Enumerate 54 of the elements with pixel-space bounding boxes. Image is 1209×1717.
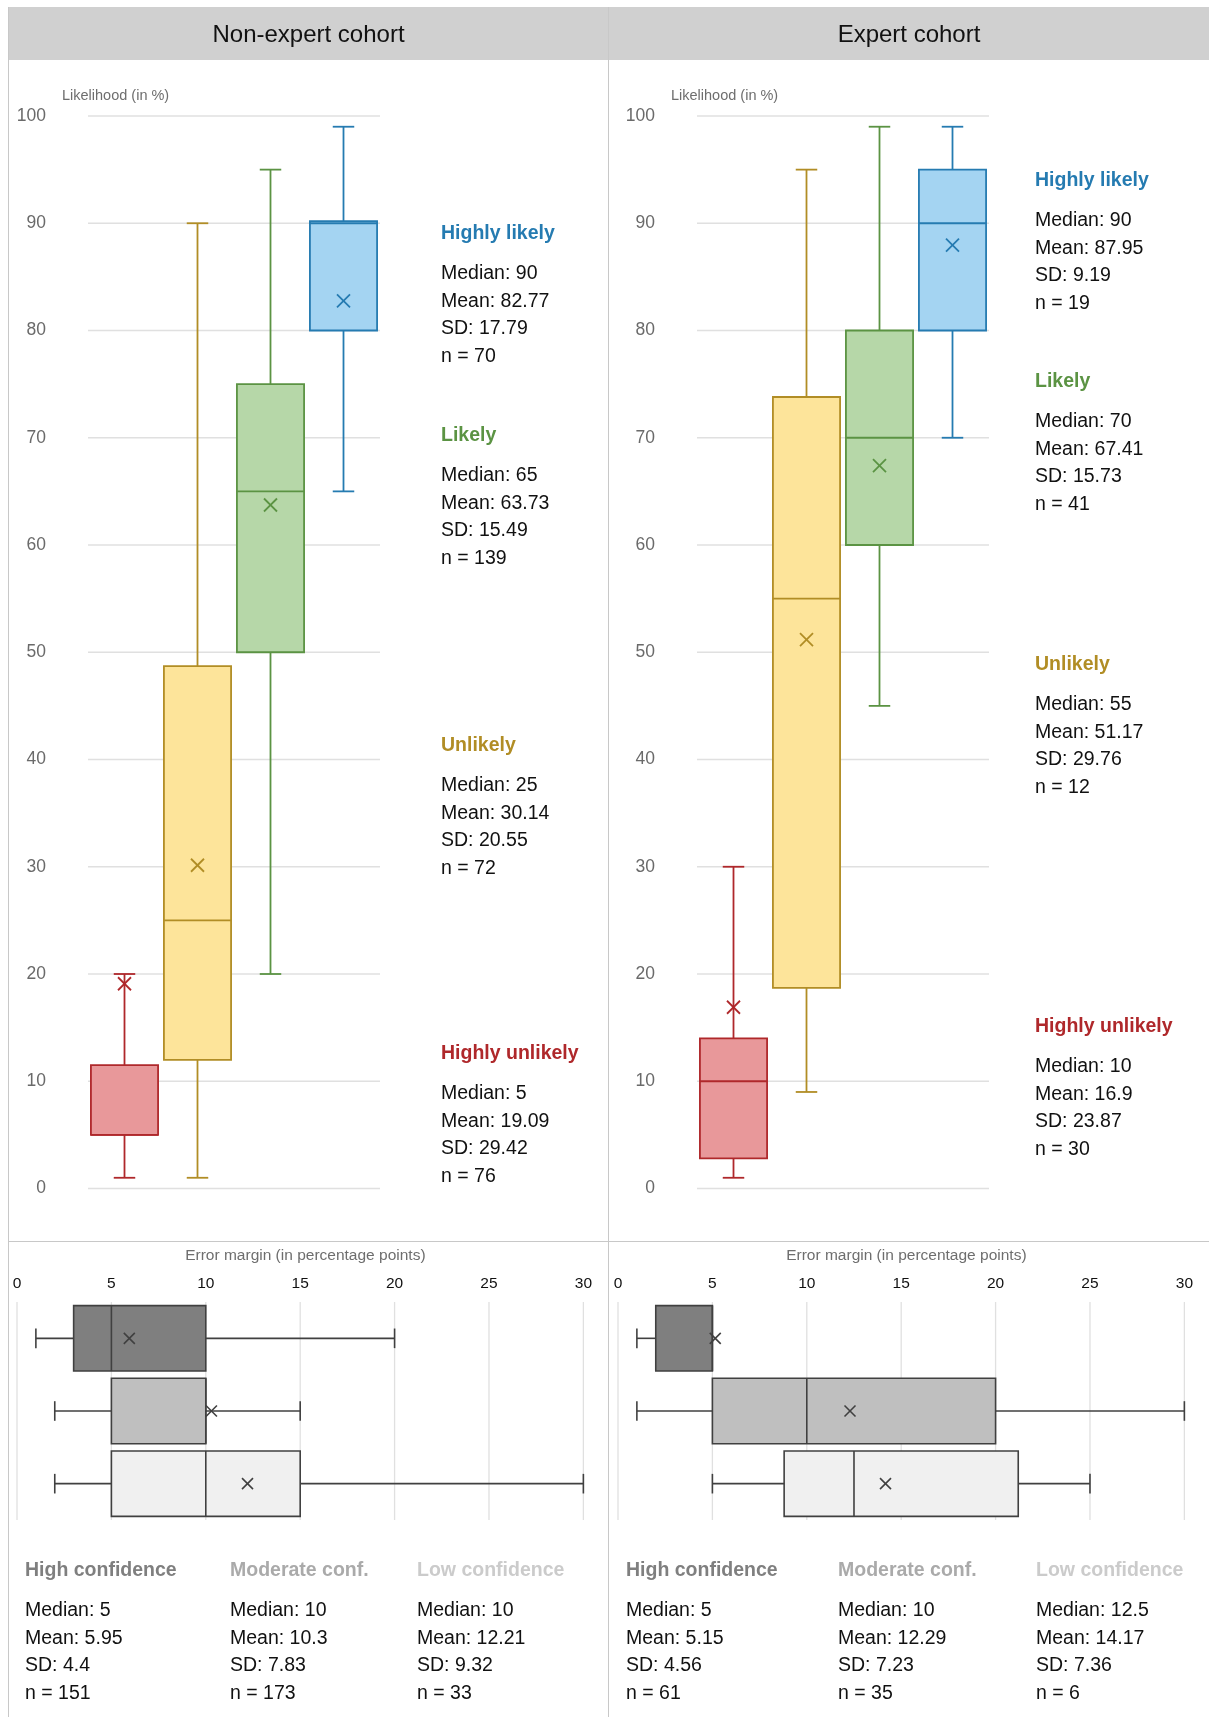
x-tick-label: 20 (385, 1273, 404, 1291)
text: Highly likely Median: 90 Mean: 82.77 SD: 17.79 n = 70 (441, 220, 555, 368)
y-tick-label: 50 (26, 641, 47, 662)
x-tick-label: 20 (986, 1273, 1005, 1291)
y-tick-label: 20 (635, 962, 656, 983)
y-axis-title: Likelihood (in %) (62, 87, 170, 103)
y-tick-label: 60 (26, 533, 47, 554)
x-tick-label: 10 (197, 1273, 215, 1291)
y-tick-label: 60 (635, 533, 656, 554)
text: Unlikely Median: 25 Mean: 30.14 SD: 20.55 n = 72 (441, 732, 550, 880)
y-tick-label: 70 (635, 426, 656, 447)
y-tick-label: 90 (635, 212, 656, 233)
chart-title: Non-expert cohort (9, 7, 608, 60)
y-tick-label: 90 (26, 212, 47, 233)
y-tick-label: 10 (635, 1070, 656, 1091)
text: High confidence Median: 5 Mean: 5.95 SD: 4.4 n = 151 (25, 1557, 177, 1705)
x-tick-label: 5 (107, 1273, 116, 1291)
x-axis-title: Error margin (in percentage points) (185, 1246, 426, 1264)
y-tick-label: 100 (16, 104, 47, 125)
text: Highly unlikely Median: 5 Mean: 19.09 SD: 29.42 n = 76 (441, 1040, 579, 1188)
y-tick-label: 100 (625, 104, 656, 125)
text: Highly unlikely Median: 10 Mean: 16.9 SD: 23.87 n = 30 (1035, 1013, 1173, 1161)
text: Highly likely Median: 90 Mean: 87.95 SD: 9.19 n = 19 (1035, 167, 1149, 315)
y-tick-label: 30 (635, 855, 656, 876)
y-axis-title: Likelihood (in %) (671, 87, 779, 103)
y-tick-label: 40 (26, 748, 47, 769)
text: Moderate conf. Median: 10 Mean: 12.29 SD: 7.23 n = 35 (838, 1557, 977, 1705)
x-tick-label: 15 (291, 1273, 309, 1291)
x-tick-label: 15 (892, 1273, 910, 1291)
y-tick-label: 70 (26, 426, 47, 447)
x-tick-label: 5 (708, 1273, 717, 1291)
x-tick-label: 0 (12, 1273, 22, 1291)
y-tick-label: 20 (26, 962, 47, 983)
text: Likely Median: 70 Mean: 67.41 SD: 15.73 n = 41 (1035, 368, 1144, 516)
x-tick-label: 25 (480, 1273, 498, 1291)
y-tick-label: 80 (26, 319, 47, 340)
y-tick-label: 10 (26, 1070, 47, 1091)
y-tick-label: 50 (635, 641, 656, 662)
y-tick-label: 80 (635, 319, 656, 340)
chart-title: Expert cohort (609, 7, 1209, 60)
text: High confidence Median: 5 Mean: 5.15 SD: 4.56 n = 61 (626, 1557, 778, 1705)
x-tick-label: 30 (574, 1273, 593, 1291)
y-tick-label: 40 (635, 748, 656, 769)
text: Unlikely Median: 55 Mean: 51.17 SD: 29.76 n = 12 (1035, 651, 1144, 799)
text: Likely Median: 65 Mean: 63.73 SD: 15.49 n = 139 (441, 422, 550, 570)
x-tick-label: 0 (613, 1273, 623, 1291)
x-axis-title: Error margin (in percentage points) (786, 1246, 1027, 1264)
y-tick-label: 0 (645, 1177, 656, 1198)
x-tick-label: 30 (1175, 1273, 1194, 1291)
x-tick-label: 25 (1081, 1273, 1099, 1291)
text: Moderate conf. Median: 10 Mean: 10.3 SD: 7.83 n = 173 (230, 1557, 369, 1705)
y-tick-label: 30 (26, 855, 47, 876)
x-tick-label: 10 (798, 1273, 816, 1291)
y-tick-label: 0 (36, 1177, 47, 1198)
